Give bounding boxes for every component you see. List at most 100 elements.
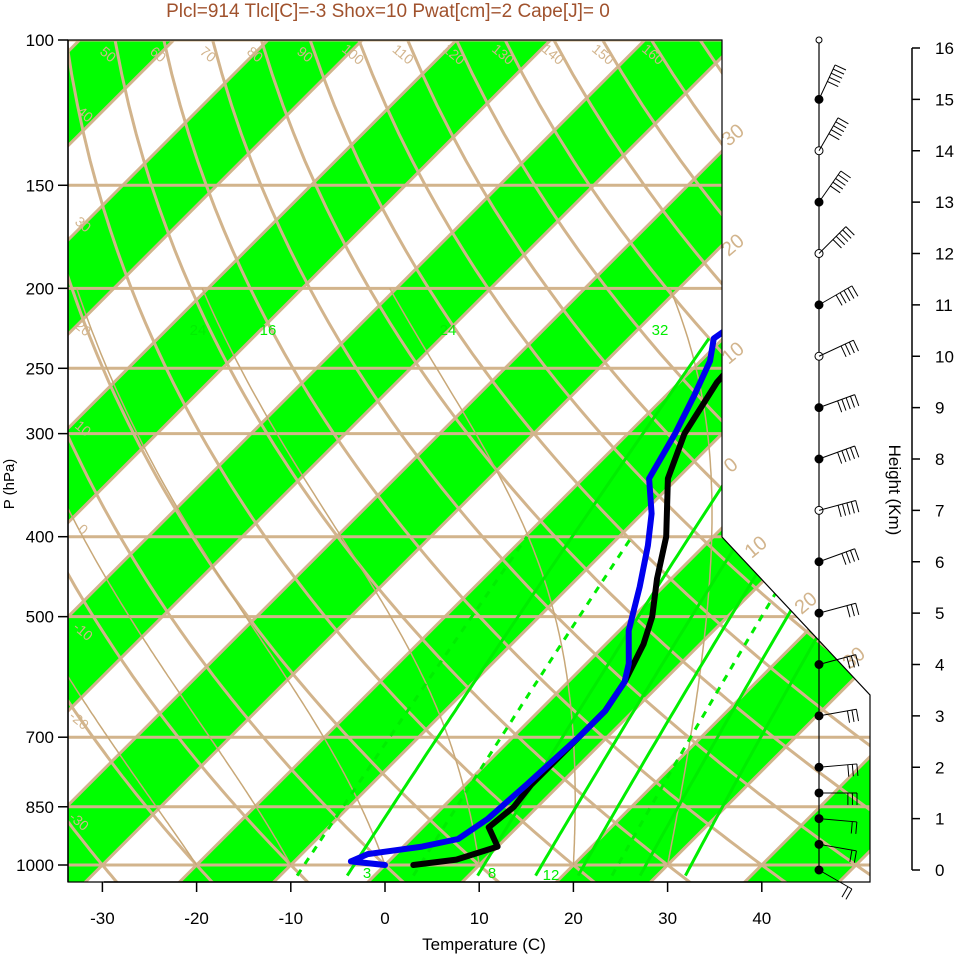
wind-top-marker <box>815 36 823 44</box>
wind-barb-flag <box>856 763 859 776</box>
wind-barb-shaft <box>818 64 836 100</box>
wind-barb-flag <box>837 400 843 413</box>
height-tick-label: 13 <box>935 193 954 212</box>
wind-barb-flag <box>837 505 842 517</box>
height-tick-label: 7 <box>935 501 944 520</box>
wind-barb-shaft <box>818 339 854 357</box>
x-tick-label: -20 <box>184 909 209 928</box>
wind-barb-flag <box>847 764 850 777</box>
mixing-ratio-label: 12 <box>543 867 560 884</box>
height-tick-label: 10 <box>935 347 954 366</box>
wind-barb-flag <box>834 64 847 71</box>
wind-barb-shaft <box>818 548 855 563</box>
wind-barb-shaft <box>818 869 853 890</box>
wind-barb-flag <box>848 341 855 354</box>
wind-barb-flag <box>855 654 860 667</box>
wind-barb-flag <box>855 603 860 616</box>
dry-adiabat <box>438 40 870 882</box>
mixing-ratio-line <box>684 337 870 877</box>
wind-barb-flag <box>851 709 855 722</box>
wind-barb-flag <box>847 287 855 299</box>
isotherm <box>255 40 870 882</box>
height-tick-label: 1 <box>935 810 944 829</box>
wind-barb-flag <box>850 821 853 834</box>
isotherm <box>68 40 496 882</box>
wind-barb-flag <box>840 170 851 179</box>
wind-barb-shaft <box>818 445 855 460</box>
wind-profile <box>814 36 860 900</box>
wind-barb-shaft <box>818 654 856 665</box>
isotherm <box>68 40 778 882</box>
wind-barb-flag <box>835 178 846 186</box>
wind-barb-flag <box>845 448 851 461</box>
y-tick-label: 100 <box>26 31 54 50</box>
dry-adiabat <box>0 2 35 899</box>
dry-adiabat-label: 110 <box>390 41 418 68</box>
y-tick-label: 200 <box>26 279 54 298</box>
isotherm <box>68 40 402 882</box>
wind-barb-flag <box>854 394 860 407</box>
x-tick-label: 20 <box>564 909 583 928</box>
x-tick-label: 10 <box>470 909 489 928</box>
height-axis-label: Height (Km) <box>885 445 904 536</box>
wind-barb-flag <box>842 229 852 239</box>
wind-barb-flag <box>846 710 851 723</box>
mixing-ratio-label: 8 <box>488 865 496 882</box>
isotherm <box>161 40 870 882</box>
temp-band <box>68 40 777 882</box>
temp-band <box>162 40 870 882</box>
wind-barb-flag <box>837 174 849 183</box>
wind-barb-flag <box>844 343 851 356</box>
isotherm-label: 10 <box>741 532 772 563</box>
temp-band <box>68 40 589 882</box>
y-tick-label: 150 <box>26 176 54 195</box>
dry-adiabat-label: 70 <box>197 43 219 65</box>
wind-barb-flag <box>837 452 843 464</box>
height-tick-label: 16 <box>935 39 954 58</box>
dry-adiabat-label: 150 <box>589 41 617 68</box>
dry-adiabat <box>202 40 870 882</box>
wind-barb-shaft <box>818 170 842 203</box>
wind-barb-shaft <box>818 117 839 151</box>
isotherm-label: 0 <box>720 453 743 477</box>
mixing-ratio-label: 32 <box>652 322 669 339</box>
mixing-ratio-line <box>345 337 711 877</box>
wind-barb-flag <box>846 656 851 669</box>
dry-adiabat <box>391 40 870 882</box>
chart-title: Plcl=914 Tlcl[C]=-3 Shox=10 Pwat[cm]=2 C… <box>166 1 610 22</box>
dry-adiabat <box>68 40 327 882</box>
temperature-bands <box>68 40 870 882</box>
wind-barb-flag <box>853 850 857 863</box>
wind-barb-shaft <box>818 708 857 717</box>
wind-barb-shaft <box>818 602 856 614</box>
wind-barb-flag <box>846 502 851 515</box>
x-tick-label: -10 <box>279 909 304 928</box>
isotherm <box>68 40 684 882</box>
wind-barb-flag <box>841 886 849 898</box>
dry-adiabat <box>296 40 870 882</box>
moist-adiabat <box>68 288 292 866</box>
wind-barb-shaft <box>818 843 857 852</box>
dry-adiabat <box>68 40 617 882</box>
y-axis: 100 150 200 250 300 400 500 700 850 1000 <box>16 31 69 882</box>
wind-barb-flag <box>835 235 846 246</box>
wind-barb-flag <box>832 68 845 75</box>
wind-barb-flag <box>850 604 855 617</box>
y-tick-label: 400 <box>26 528 54 547</box>
height-tick-label: 0 <box>935 861 944 880</box>
dry-adiabat <box>249 40 870 882</box>
wind-barb-flag <box>850 655 855 668</box>
wind-barb-flag <box>840 345 847 358</box>
x-tick-label: 40 <box>752 909 771 928</box>
wind-barb-flag <box>849 550 855 562</box>
wind-barb-flag <box>854 445 860 458</box>
y-tick-label: 250 <box>26 359 54 378</box>
mixing-ratio-label: 24 <box>440 322 457 339</box>
wind-barb-flag <box>855 500 860 513</box>
wind-barb-flag <box>846 605 851 618</box>
wind-barb-flag <box>829 76 841 83</box>
wind-barb-flag <box>837 117 849 125</box>
mixing-ratio-label: 3 <box>363 865 371 882</box>
mixing-ratio-dashed <box>610 535 811 877</box>
